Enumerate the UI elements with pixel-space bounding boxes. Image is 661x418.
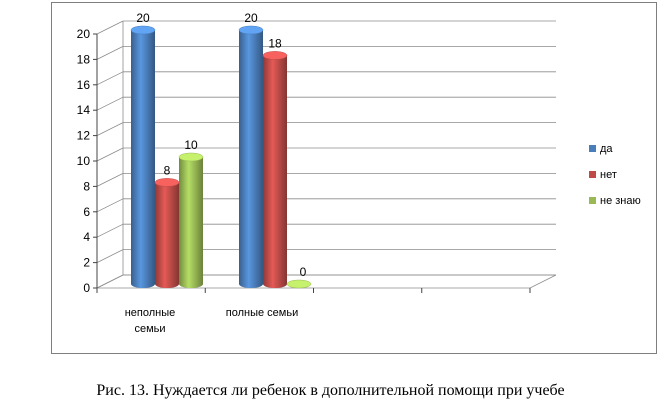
x-category-label: полные семьи	[226, 307, 298, 319]
x-category-label: неполные семьи	[125, 307, 176, 335]
y-tick-label: 10	[77, 154, 91, 168]
bar-chart: 0 2 4 6 8 10 12 14 16 18 20 неполные семьи полные сем…	[77, 11, 641, 335]
legend-label-1: нет	[600, 169, 617, 181]
gridline-side	[96, 20, 124, 35]
y-tick-label: 16	[77, 78, 91, 92]
y-tick-label: 2	[83, 256, 90, 270]
y-tick-label: 8	[83, 179, 90, 193]
gridline-side	[96, 71, 124, 86]
gridline-side	[96, 46, 124, 60]
y-tick-label: 12	[77, 129, 91, 143]
legend-label-0: да	[600, 143, 613, 155]
gridline-side	[96, 173, 124, 187]
y-tick-label: 6	[83, 205, 90, 219]
legend-label-2: не знаю	[600, 195, 641, 207]
legend-swatch-2	[589, 197, 596, 204]
data-label: 18	[268, 36, 282, 50]
gridline-side	[96, 122, 124, 136]
y-tick-label: 20	[77, 27, 91, 41]
bar-2-0	[179, 157, 203, 288]
data-label: 10	[184, 138, 198, 152]
bar-top-1-1	[262, 51, 288, 60]
bar-0-1	[239, 30, 263, 288]
y-tick-label: 14	[77, 103, 91, 117]
data-label: 20	[136, 11, 150, 25]
data-label: 20	[244, 11, 258, 25]
gridline-side	[96, 249, 124, 263]
bar-layer	[130, 25, 312, 289]
bar-top-2-0	[178, 152, 204, 162]
chart-floor	[96, 274, 557, 289]
gridline-side	[96, 147, 124, 162]
bar-0-0	[131, 30, 155, 288]
bar-top-0-0	[130, 25, 156, 35]
bar-1-1	[263, 55, 287, 289]
label-layer: 20 8 10 20 18 0	[136, 11, 306, 279]
bar-top-1-0	[154, 178, 180, 187]
figure-caption: Рис. 13. Нуждается ли ребенок в дополнит…	[96, 382, 565, 399]
legend-swatch-1	[589, 171, 596, 178]
legend: да нет не знаю	[589, 143, 641, 207]
axis-layer: 0 2 4 6 8 10 12 14 16 18 20 неполные семьи полные сем…	[77, 27, 531, 335]
gridline-side	[96, 198, 124, 213]
bar-top-0-1	[238, 25, 264, 35]
gridline-side	[96, 223, 124, 238]
y-tick-label: 18	[77, 52, 91, 66]
bar-top-2-1	[286, 279, 312, 289]
data-label: 0	[300, 265, 307, 279]
y-tick-label: 0	[83, 281, 90, 295]
data-label: 8	[164, 163, 171, 177]
bar-1-0	[155, 182, 179, 288]
y-tick-label: 4	[83, 230, 90, 244]
legend-swatch-0	[589, 145, 596, 152]
gridline-side	[96, 96, 124, 111]
